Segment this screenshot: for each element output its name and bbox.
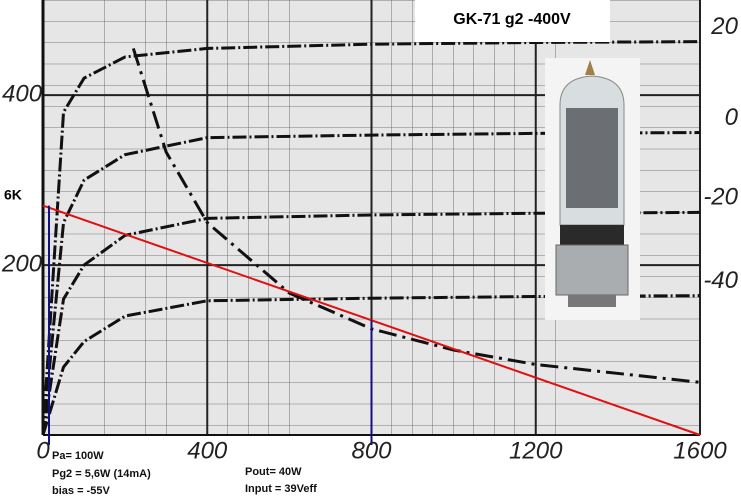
annotation: Pa= 100W [52, 450, 104, 462]
title-box [415, 0, 610, 42]
y-tick-label: 400 [2, 81, 43, 108]
curve [41, 210, 701, 436]
x-tick-label: 0 [36, 437, 50, 464]
load-line-label: 6K [4, 186, 22, 202]
legend-label: 0 [725, 104, 739, 131]
chart-title: GK-71 g2 -400V [453, 11, 571, 28]
annotation: Pg2 = 5,6W (14mA) [52, 468, 151, 480]
curve [41, 40, 701, 436]
curve [41, 131, 701, 436]
dissipation-curve [131, 47, 701, 384]
annotation: Input = 39Veff [245, 483, 317, 495]
x-tick-label: 1600 [673, 437, 727, 464]
annotation: Pout= 40W [245, 466, 302, 478]
curve [41, 294, 701, 436]
legend-label: -20 [703, 184, 738, 211]
x-tick-label: 400 [187, 437, 228, 464]
tube-photo [545, 58, 640, 320]
legend-label: 20 [710, 13, 738, 40]
annotation: bias = -55V [52, 485, 110, 497]
legend-label: -40 [703, 267, 738, 294]
load-line [42, 204, 701, 436]
x-tick-label: 800 [351, 437, 392, 464]
x-tick-label: 1200 [509, 437, 563, 464]
y-tick-label: 200 [1, 250, 43, 277]
